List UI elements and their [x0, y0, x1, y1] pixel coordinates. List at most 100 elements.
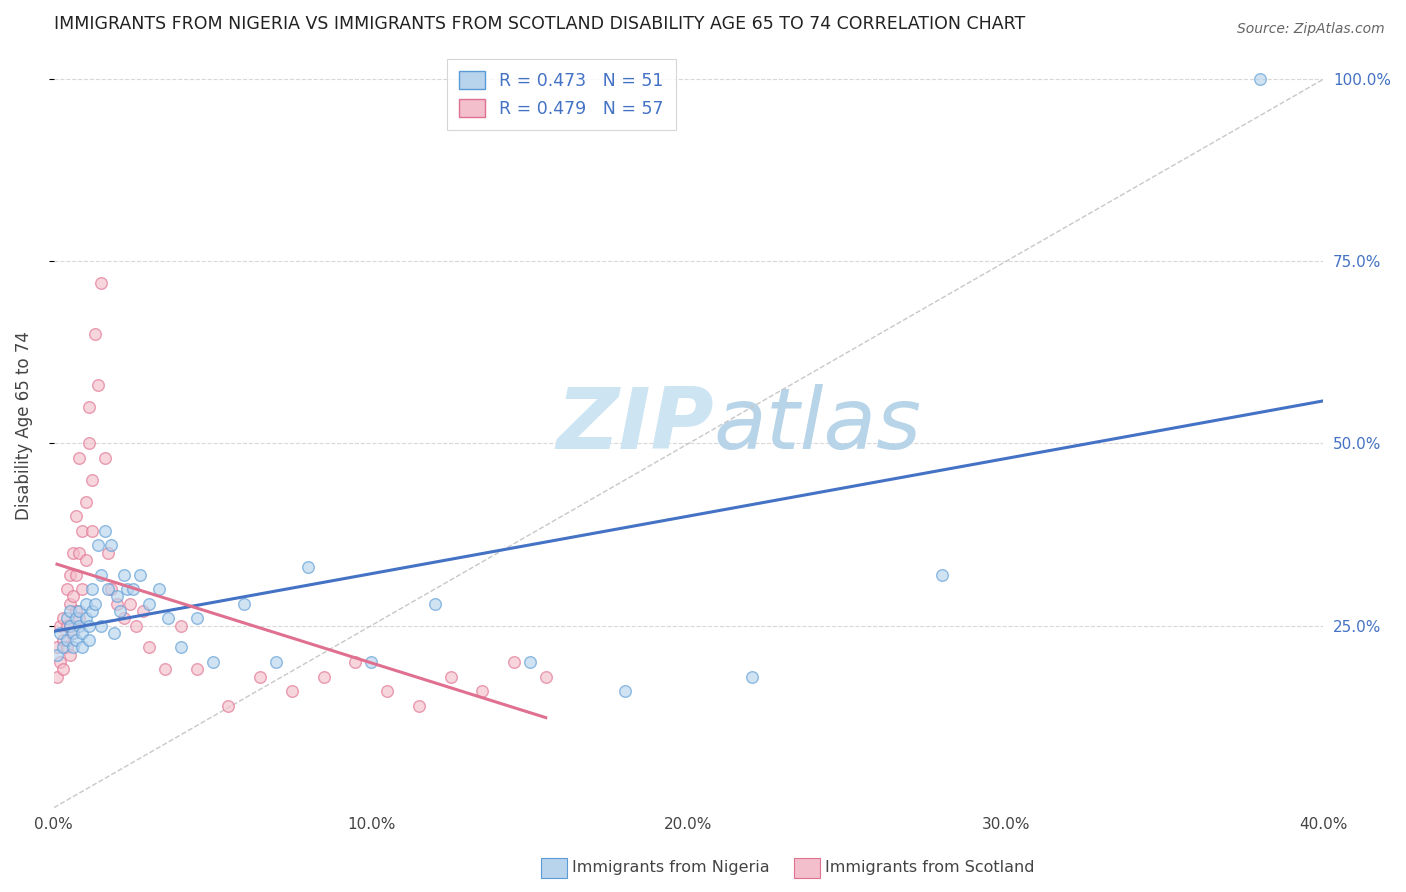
Point — [87, 539, 110, 553]
Point — [67, 546, 90, 560]
Point — [72, 524, 94, 538]
Point — [55, 640, 77, 655]
Point — [110, 604, 132, 618]
Point — [72, 625, 94, 640]
Point — [46, 648, 69, 662]
Point — [519, 655, 541, 669]
Point — [55, 611, 77, 625]
Point — [97, 582, 120, 597]
Point — [72, 582, 94, 597]
Point — [87, 378, 110, 392]
Point — [534, 669, 557, 683]
Point — [170, 618, 193, 632]
Point — [84, 597, 107, 611]
Point — [503, 655, 526, 669]
Point — [62, 625, 84, 640]
Point — [62, 625, 84, 640]
Point — [614, 684, 637, 698]
Point — [122, 582, 145, 597]
Point — [75, 553, 97, 567]
Text: Immigrants from Nigeria: Immigrants from Nigeria — [572, 861, 770, 875]
Point — [72, 640, 94, 655]
Point — [131, 604, 153, 618]
Legend: R = 0.473   N = 51, R = 0.479   N = 57: R = 0.473 N = 51, R = 0.479 N = 57 — [447, 59, 676, 129]
Point — [67, 451, 90, 466]
Point — [375, 684, 398, 698]
Point — [297, 560, 319, 574]
Point — [67, 611, 90, 625]
Point — [62, 546, 84, 560]
Point — [49, 655, 72, 669]
Point — [65, 604, 87, 618]
Point — [233, 597, 256, 611]
Point — [65, 567, 87, 582]
Point — [46, 640, 69, 655]
Point — [67, 604, 90, 618]
Point — [90, 277, 112, 291]
Point — [75, 495, 97, 509]
Point — [62, 590, 84, 604]
Point — [186, 662, 208, 676]
Point — [62, 640, 84, 655]
Point — [77, 400, 100, 414]
Point — [112, 567, 135, 582]
Point — [408, 698, 430, 713]
Point — [59, 618, 82, 632]
Point — [249, 669, 271, 683]
Point — [125, 618, 148, 632]
Point — [59, 648, 82, 662]
Point — [186, 611, 208, 625]
Point — [217, 698, 239, 713]
Point — [741, 669, 763, 683]
Point — [138, 597, 160, 611]
Point — [59, 567, 82, 582]
Point — [264, 655, 287, 669]
Point — [77, 633, 100, 648]
Text: Immigrants from Scotland: Immigrants from Scotland — [825, 861, 1035, 875]
Point — [80, 604, 103, 618]
Point — [59, 604, 82, 618]
Point — [93, 451, 115, 466]
Point — [52, 662, 75, 676]
Point — [90, 618, 112, 632]
Point — [931, 567, 953, 582]
Point — [112, 611, 135, 625]
Point — [52, 640, 75, 655]
Point — [49, 625, 72, 640]
Point — [67, 618, 90, 632]
Point — [1249, 72, 1271, 87]
Text: Source: ZipAtlas.com: Source: ZipAtlas.com — [1237, 22, 1385, 37]
Point — [312, 669, 335, 683]
Point — [105, 597, 128, 611]
Point — [46, 669, 69, 683]
Point — [52, 633, 75, 648]
Point — [77, 618, 100, 632]
Point — [75, 597, 97, 611]
Point — [471, 684, 494, 698]
Point — [118, 597, 141, 611]
Point — [281, 684, 304, 698]
Point — [170, 640, 193, 655]
Point — [344, 655, 367, 669]
Point — [103, 625, 125, 640]
Point — [55, 582, 77, 597]
Point — [55, 633, 77, 648]
Point — [439, 669, 461, 683]
Point — [97, 546, 120, 560]
Point — [105, 590, 128, 604]
Point — [75, 611, 97, 625]
Point — [90, 567, 112, 582]
Point — [59, 597, 82, 611]
Point — [201, 655, 224, 669]
Point — [65, 633, 87, 648]
Point — [138, 640, 160, 655]
Point — [55, 618, 77, 632]
Point — [65, 611, 87, 625]
Point — [360, 655, 382, 669]
Point — [128, 567, 150, 582]
Point — [100, 539, 122, 553]
Point — [80, 524, 103, 538]
Text: IMMIGRANTS FROM NIGERIA VS IMMIGRANTS FROM SCOTLAND DISABILITY AGE 65 TO 74 CORR: IMMIGRANTS FROM NIGERIA VS IMMIGRANTS FR… — [53, 15, 1025, 33]
Point — [115, 582, 138, 597]
Point — [80, 473, 103, 487]
